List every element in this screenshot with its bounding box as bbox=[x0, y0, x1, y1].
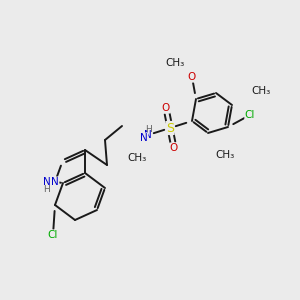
Text: N: N bbox=[51, 177, 59, 187]
Text: N: N bbox=[140, 133, 148, 143]
Text: Cl: Cl bbox=[245, 110, 255, 120]
Text: N: N bbox=[144, 130, 152, 140]
Text: N: N bbox=[43, 177, 51, 187]
Text: H: H bbox=[145, 125, 152, 134]
Text: S: S bbox=[166, 122, 174, 134]
Text: CH₃: CH₃ bbox=[127, 153, 146, 163]
Text: CH₃: CH₃ bbox=[165, 58, 184, 68]
Text: H: H bbox=[44, 185, 50, 194]
Text: CH₃: CH₃ bbox=[251, 86, 270, 96]
Text: O: O bbox=[170, 143, 178, 153]
Text: CH₃: CH₃ bbox=[215, 150, 234, 160]
Text: O: O bbox=[162, 103, 170, 113]
Text: O: O bbox=[188, 72, 196, 82]
Text: Cl: Cl bbox=[48, 230, 58, 240]
